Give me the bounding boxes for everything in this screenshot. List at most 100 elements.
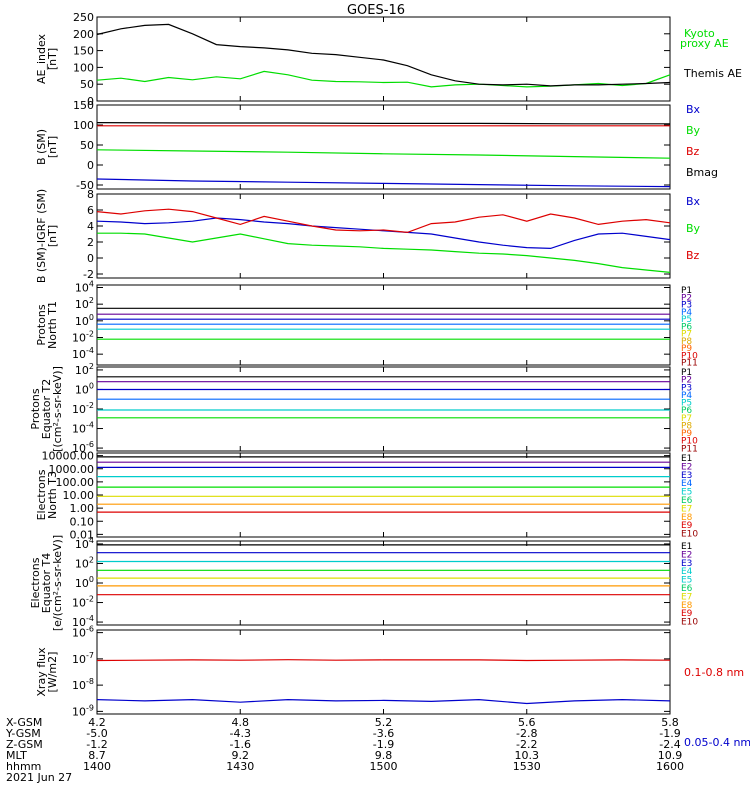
legend-label: E7 xyxy=(681,504,692,514)
footer-date: 2021 Jun 27 xyxy=(6,771,72,784)
y-tick-label: 8 xyxy=(87,188,94,201)
y-axis-label: ProtonsNorth T1 xyxy=(35,301,59,349)
series-line-2 xyxy=(96,23,671,87)
y-tick-label: 1000.00 xyxy=(49,463,95,476)
legend-label: P6 xyxy=(681,406,692,416)
legend-label: P10 xyxy=(681,437,698,447)
footer-value: -1.9 xyxy=(659,727,680,740)
footer-value: 1430 xyxy=(226,760,254,773)
y-tick-label: 10-2 xyxy=(72,401,94,416)
legend-label: Bx xyxy=(686,103,701,116)
footer-value: 1400 xyxy=(83,760,111,773)
footer-value: 8.7 xyxy=(88,749,106,762)
y-axis-label: B (SM)-IGRF (SM)[nT] xyxy=(35,189,59,283)
y-tick-label: 10-6 xyxy=(72,625,94,640)
legend-label: Bmag xyxy=(686,166,718,179)
footer-value: -1.6 xyxy=(230,738,251,751)
legend-label: Bx xyxy=(686,195,701,208)
y-tick-label: 102 xyxy=(75,555,94,570)
panel-frame xyxy=(96,629,671,715)
footer-value: 10.9 xyxy=(658,749,683,762)
legend-label: E4 xyxy=(681,479,693,489)
legend-label: Kyoto xyxy=(684,27,715,40)
y-axis-label: ElectronsEquator T4[e/(cm²-s-sr-keV)] xyxy=(29,535,64,631)
y-tick-label: 2 xyxy=(87,236,94,249)
legend-label: E2 xyxy=(681,462,692,472)
y-tick-label: 50 xyxy=(80,78,94,91)
y-tick-label: 10-4 xyxy=(72,346,94,361)
series-line-3 xyxy=(96,208,671,234)
y-tick-label: 200 xyxy=(73,28,94,41)
y-tick-label: 102 xyxy=(75,362,94,377)
y-tick-label: -50 xyxy=(76,179,94,192)
panel-frame xyxy=(96,193,671,279)
series-line-1 xyxy=(96,178,671,188)
y-tick-label: 100 xyxy=(75,575,94,590)
y-tick-label: 102 xyxy=(75,296,94,311)
footer-value: 4.2 xyxy=(88,716,106,729)
footer-value: 1530 xyxy=(513,760,541,773)
y-tick-label: 104 xyxy=(75,536,94,551)
legend-label: E10 xyxy=(681,618,698,628)
footer-value: -3.6 xyxy=(373,727,394,740)
legend-label: By xyxy=(686,222,701,235)
panel-frame xyxy=(96,540,671,626)
legend-label: E1 xyxy=(681,542,692,552)
legend-label: P10 xyxy=(681,351,698,361)
legend-label: P6 xyxy=(681,322,692,332)
y-axis-label: Xray flux[W/m2] xyxy=(35,647,59,697)
footer-row-label: hhmm xyxy=(6,760,41,773)
legend-label: Themis AE xyxy=(683,67,742,80)
y-tick-label: 0.01 xyxy=(70,528,95,541)
y-tick-label: 0.10 xyxy=(70,515,95,528)
footer-value: -2.4 xyxy=(659,738,680,751)
y-tick-label: 100 xyxy=(73,119,94,132)
legend-label: P7 xyxy=(681,414,692,424)
legend-label: E4 xyxy=(681,567,693,577)
y-tick-label: 0 xyxy=(87,95,94,108)
panel-2: -50 0 50 100 150 B (SM)[nT] Bx By Bz Bmag xyxy=(35,99,718,192)
y-tick-label: 150 xyxy=(73,99,94,112)
y-tick-label: 100 xyxy=(73,61,94,74)
panel-frame xyxy=(96,366,671,452)
footer-value: -4.3 xyxy=(230,727,251,740)
y-tick-label: 100 xyxy=(75,313,94,328)
y-tick-label: 150 xyxy=(73,45,94,58)
legend-label: proxy AE xyxy=(680,37,729,50)
series-line-1 xyxy=(96,659,671,662)
footer-value: 4.8 xyxy=(232,716,250,729)
legend-label: P3 xyxy=(681,383,692,393)
legend-label: P2 xyxy=(681,293,692,303)
legend-label: 0.05-0.4 nm xyxy=(684,736,750,749)
y-tick-label: 104 xyxy=(75,280,94,295)
legend-label: Bz xyxy=(686,249,700,262)
legend-label: E7 xyxy=(681,592,692,602)
panel-frame xyxy=(96,452,671,538)
legend-label: E8 xyxy=(681,601,693,611)
y-tick-label: 1.00 xyxy=(70,502,95,515)
series-line-1 xyxy=(96,217,671,250)
y-tick-label: 10.00 xyxy=(63,489,95,502)
y-axis-label: B (SM)[nT] xyxy=(35,129,59,165)
series-line-2 xyxy=(96,698,671,705)
y-tick-label: 100.00 xyxy=(56,476,95,489)
legend-label: P2 xyxy=(681,376,692,386)
y-tick-label: 10-2 xyxy=(72,595,94,610)
footer-value: -5.0 xyxy=(86,727,107,740)
footer-value: 10.3 xyxy=(515,749,540,762)
legend-label: P5 xyxy=(681,399,692,409)
footer-value: -1.2 xyxy=(86,738,107,751)
legend-label: E10 xyxy=(681,530,698,540)
y-tick-label: 10-7 xyxy=(72,651,94,666)
legend-label: E5 xyxy=(681,488,692,498)
y-tick-label: 0 xyxy=(87,252,94,265)
y-tick-label: 10-8 xyxy=(72,677,94,692)
footer-value: 5.8 xyxy=(661,716,679,729)
